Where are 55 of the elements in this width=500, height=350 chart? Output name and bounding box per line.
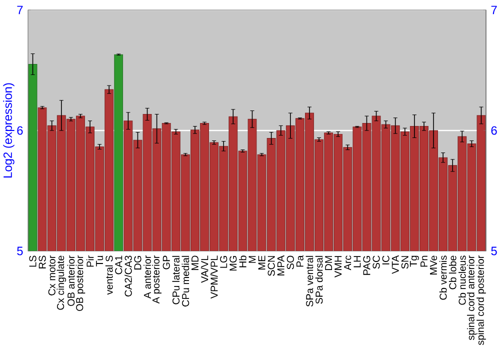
x-tick-label: VA/VL bbox=[200, 256, 208, 283]
x-tick-label: OB anterior bbox=[67, 255, 75, 306]
x-tick-label: M bbox=[248, 256, 256, 263]
x-tick-label: MPA bbox=[277, 255, 284, 276]
x-tick-label: SCN bbox=[268, 256, 275, 276]
x-tick-label: SN bbox=[401, 256, 408, 269]
x-tick-label: PAG bbox=[363, 256, 370, 275]
x-tick-label: SO bbox=[286, 256, 294, 270]
x-tick-label: LG bbox=[220, 256, 228, 268]
x-tick-label: CA2/CA3 bbox=[124, 256, 132, 296]
x-tick-label: Tu bbox=[96, 256, 104, 266]
x-tick-label: SC bbox=[372, 256, 380, 269]
y-tick-label: 5 bbox=[17, 246, 23, 256]
y-tick-label: 6 bbox=[17, 126, 23, 135]
x-tick-label: Hb bbox=[239, 256, 246, 268]
y2-tick-label: 7 bbox=[491, 6, 497, 14]
x-tick-label: spinal cord anterior bbox=[467, 255, 476, 340]
x-tick-label: Pn bbox=[420, 256, 428, 267]
x-tick-label: MG bbox=[230, 256, 237, 271]
x-tick-label: Cb nucleus bbox=[458, 256, 466, 305]
x-tick-label: ventral S bbox=[105, 256, 113, 295]
x-tick-label: LS bbox=[29, 256, 36, 267]
x-tick-label: Tg bbox=[410, 256, 419, 267]
x-tick-label: Cb lobe bbox=[448, 256, 456, 290]
x-tick-label: MD bbox=[192, 256, 198, 270]
x-tick-label: spinal cord posterior bbox=[476, 255, 486, 346]
x-tick-label: DG bbox=[134, 256, 142, 270]
y2-tick-label: 6 bbox=[491, 126, 497, 135]
x-tick-label: CPu medial bbox=[182, 256, 190, 306]
x-tick-label: CA1 bbox=[115, 256, 122, 274]
x-tick-label: GP bbox=[162, 256, 170, 270]
x-tick-label: VTA bbox=[392, 255, 399, 274]
x-tick-label: Pir bbox=[86, 255, 94, 267]
x-tick-label: Arc bbox=[344, 256, 352, 270]
x-tick-label: RS bbox=[38, 256, 46, 268]
x-tick-label: VPM/VPL bbox=[210, 256, 218, 299]
x-tick-label: OB posterior bbox=[76, 255, 86, 311]
x-tick-label: SPa dorsal bbox=[315, 256, 323, 304]
x-tick-label: DM bbox=[325, 256, 332, 270]
x-tick-label: Pa bbox=[296, 255, 304, 267]
x-tick-label: Cx cingulate bbox=[56, 256, 66, 310]
x-tick-label: IC bbox=[382, 256, 390, 264]
x-tick-label: SPa ventral bbox=[306, 256, 314, 306]
y2-tick-label: 5 bbox=[491, 246, 497, 256]
y-tick-label: 7 bbox=[17, 6, 23, 14]
x-tick-label: A posterior bbox=[152, 255, 162, 304]
x-tick-label: ME bbox=[258, 256, 266, 270]
y-axis-title: Log2 (expression) bbox=[3, 83, 14, 178]
x-tick-label: A anterior bbox=[144, 255, 151, 299]
x-tick-label: CPu lateral bbox=[172, 256, 180, 304]
x-tick-label: Cb vermis bbox=[439, 256, 447, 300]
x-tick-label: VMH bbox=[334, 256, 342, 278]
x-tick-label: MVe bbox=[430, 256, 438, 274]
x-tick-label: Cx motor bbox=[48, 255, 56, 296]
x-tick-label: LH bbox=[354, 256, 361, 268]
